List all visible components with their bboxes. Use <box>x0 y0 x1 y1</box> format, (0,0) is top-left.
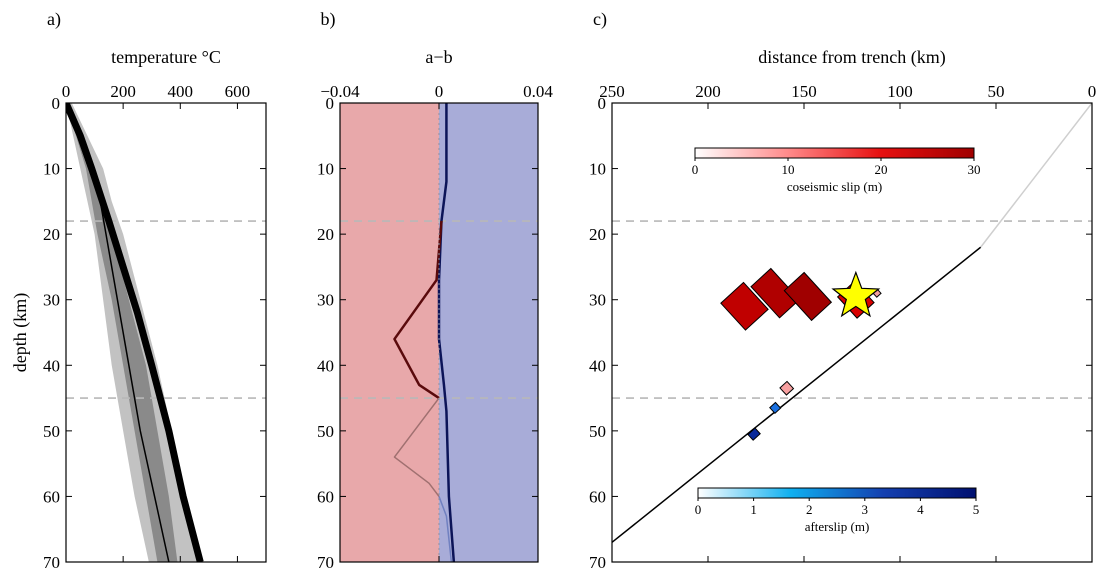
y-tick-label: 70 <box>589 553 606 572</box>
y-tick-label: 50 <box>589 422 606 441</box>
afterslip-colorbar <box>697 487 977 499</box>
coseismic-colorbar-tick-label: 20 <box>875 162 888 177</box>
coseismic-colorbar-tick-label: 0 <box>692 162 699 177</box>
y-tick-label: 60 <box>589 487 606 506</box>
y-tick-label: 30 <box>43 291 60 310</box>
panel-label: a) <box>47 9 61 30</box>
plot-area <box>66 103 266 562</box>
y-tick-label: 0 <box>52 94 61 113</box>
afterslip-colorbar-label: afterslip (m) <box>805 519 870 534</box>
coseismic-slip-patch-5 <box>779 380 795 396</box>
afterslip-colorbar-tick-label: 2 <box>806 502 813 517</box>
coseismic-colorbar-tick-label: 30 <box>968 162 981 177</box>
afterslip-colorbar-tick-label: 1 <box>750 502 757 517</box>
hypocenter-star <box>831 270 881 318</box>
y-tick-label: 0 <box>326 94 335 113</box>
y-tick-label: 0 <box>598 94 607 113</box>
coseismic-colorbar-label: coseismic slip (m) <box>787 179 882 194</box>
y-tick-label: 50 <box>317 422 334 441</box>
y-tick-label: 40 <box>589 356 606 375</box>
x-tick-label: 400 <box>168 82 194 101</box>
panel-c: 0 10 20 30 coseismic slip (m) 0 1 2 3 4 5 afterslip… <box>589 9 1096 572</box>
y-tick-label: 20 <box>589 225 606 244</box>
x-tick-label: 0.04 <box>523 82 553 101</box>
coseismic-colorbar <box>694 147 975 159</box>
coseismic-colorbar-tick-label: 10 <box>782 162 795 177</box>
x-tick-label: 0 <box>62 82 71 101</box>
x-tick-label: 150 <box>791 82 817 101</box>
x-tick-label: 100 <box>887 82 913 101</box>
y-tick-label: 10 <box>589 160 606 179</box>
x-tick-label: 250 <box>599 82 625 101</box>
fault-line-shallow <box>980 103 1092 248</box>
y-axis-label: depth (km) <box>10 293 31 372</box>
y-tick-label: 70 <box>43 553 60 572</box>
y-tick-label: 70 <box>317 553 334 572</box>
afterslip-slip-patch-6 <box>769 401 782 415</box>
axis-title: distance from trench (km) <box>758 47 945 68</box>
y-tick-label: 10 <box>43 160 60 179</box>
y-tick-label: 30 <box>589 291 606 310</box>
afterslip-colorbar-tick-label: 3 <box>862 502 869 517</box>
x-tick-label: 50 <box>988 82 1005 101</box>
afterslip-colorbar-tick-label: 0 <box>695 502 702 517</box>
y-tick-label: 60 <box>43 487 60 506</box>
x-tick-label: 200 <box>110 82 136 101</box>
y-tick-label: 20 <box>317 225 334 244</box>
y-tick-label: 40 <box>43 356 60 375</box>
afterslip-slip-patch-7 <box>747 427 761 441</box>
afterslip-colorbar-tick-label: 4 <box>917 502 924 517</box>
a-minus-b-line-1 <box>393 220 443 400</box>
plot-frame <box>611 102 1093 563</box>
x-tick-label: 600 <box>225 82 251 101</box>
velocity-weakening-region <box>340 103 439 562</box>
y-tick-label: 20 <box>43 225 60 244</box>
temperature-line-1 <box>66 103 204 562</box>
coseismic-slip-patch-1 <box>750 267 801 319</box>
a-minus-b-line-3 <box>438 496 453 562</box>
y-tick-label: 60 <box>317 487 334 506</box>
x-tick-label: −0.04 <box>320 82 360 101</box>
panel-label: b) <box>321 9 336 30</box>
y-tick-label: 30 <box>317 291 334 310</box>
coseismic-slip-patch-0 <box>720 281 769 331</box>
y-tick-label: 10 <box>317 160 334 179</box>
coseismic-slip-patch-2 <box>783 271 833 322</box>
x-tick-label: 200 <box>695 82 721 101</box>
plot-area <box>340 103 538 562</box>
panel-label: c) <box>593 9 607 30</box>
afterslip-colorbar-tick-label: 5 <box>973 502 980 517</box>
fault-line <box>612 246 982 543</box>
x-tick-label: 0 <box>1088 82 1096 101</box>
x-tick-label: 0 <box>435 82 444 101</box>
plot-frame <box>65 102 267 563</box>
y-tick-label: 40 <box>317 356 334 375</box>
axis-title: temperature °C <box>111 47 221 67</box>
plot-area <box>612 103 1092 543</box>
velocity-strengthening-region <box>439 103 538 562</box>
axis-title: a−b <box>425 47 452 67</box>
temperature-band-inner <box>66 103 178 562</box>
y-tick-label: 50 <box>43 422 60 441</box>
panel-a: a) temperature °C depth (km) 0 10 20 30 40 50 60 7… <box>10 9 267 572</box>
a-minus-b-line-2 <box>393 397 440 497</box>
